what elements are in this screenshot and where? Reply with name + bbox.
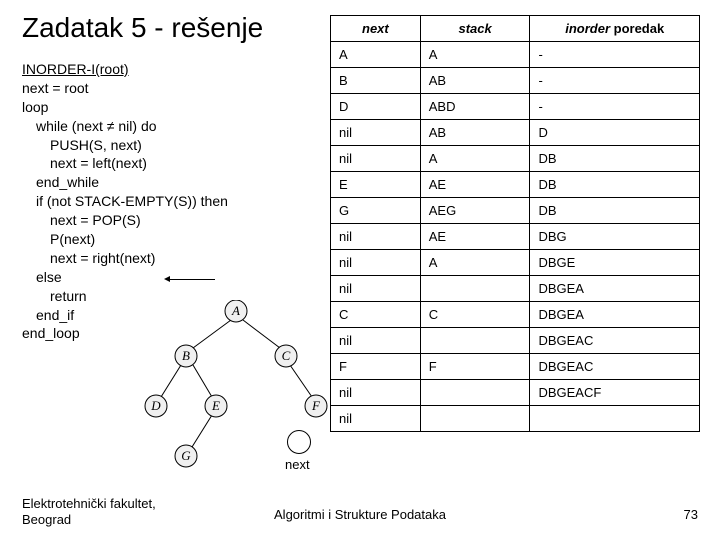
table-cell: DB: [530, 172, 700, 198]
table-header: stack: [420, 16, 530, 42]
footer-institution: Elektrotehnički fakultet, Beograd: [22, 496, 156, 529]
table-cell: nil: [331, 276, 421, 302]
code-line: loop: [22, 98, 228, 117]
footer-course: Algoritmi i Strukture Podataka: [274, 507, 446, 522]
table-row: nil DBGEA: [331, 276, 700, 302]
svg-text:E: E: [211, 398, 220, 413]
table-cell: B: [331, 68, 421, 94]
table-row: FFDBGEAC: [331, 354, 700, 380]
table-cell: A: [331, 42, 421, 68]
table-cell: DBGEACF: [530, 380, 700, 406]
table-cell: AB: [420, 120, 530, 146]
svg-text:F: F: [311, 398, 321, 413]
table-cell: [420, 276, 530, 302]
table-cell: AB: [420, 68, 530, 94]
table-row: nilADB: [331, 146, 700, 172]
table-cell: D: [530, 120, 700, 146]
code-line: next = right(next): [22, 249, 228, 268]
code-line: P(next): [22, 230, 228, 249]
table-row: nilAEDBG: [331, 224, 700, 250]
code-line: INORDER-I(root): [22, 60, 228, 79]
table-row: BAB-: [331, 68, 700, 94]
table-cell: AE: [420, 224, 530, 250]
table-cell: F: [420, 354, 530, 380]
table-row: AA-: [331, 42, 700, 68]
table-cell: nil: [331, 120, 421, 146]
table-row: EAEDB: [331, 172, 700, 198]
table-row: nilABD: [331, 120, 700, 146]
next-pointer-circle: [287, 430, 311, 454]
table-cell: DBG: [530, 224, 700, 250]
table-cell: nil: [331, 250, 421, 276]
table-cell: D: [331, 94, 421, 120]
slide-title: Zadatak 5 - rešenje: [22, 12, 263, 44]
table-cell: DBGE: [530, 250, 700, 276]
table-row: nilADBGE: [331, 250, 700, 276]
table-cell: -: [530, 42, 700, 68]
footer-line1: Elektrotehnički fakultet,: [22, 496, 156, 511]
table-cell: nil: [331, 224, 421, 250]
table-cell: A: [420, 250, 530, 276]
table-cell: -: [530, 94, 700, 120]
table-cell: C: [420, 302, 530, 328]
table-cell: DBGEAC: [530, 328, 700, 354]
table-cell: ABD: [420, 94, 530, 120]
table-cell: A: [420, 146, 530, 172]
svg-text:B: B: [182, 348, 190, 363]
table-row: nil: [331, 406, 700, 432]
table-cell: E: [331, 172, 421, 198]
table-cell: [420, 328, 530, 354]
table-cell: nil: [331, 380, 421, 406]
table-cell: [530, 406, 700, 432]
svg-text:D: D: [150, 398, 161, 413]
code-line: next = POP(S): [22, 211, 228, 230]
table-cell: DB: [530, 146, 700, 172]
code-line: next = root: [22, 79, 228, 98]
table-cell: DBGEA: [530, 276, 700, 302]
table-cell: A: [420, 42, 530, 68]
code-line: end_while: [22, 173, 228, 192]
table-row: CCDBGEA: [331, 302, 700, 328]
table-cell: C: [331, 302, 421, 328]
table-cell: nil: [331, 328, 421, 354]
table-cell: F: [331, 354, 421, 380]
table-row: DABD-: [331, 94, 700, 120]
next-pointer-label: next: [285, 457, 310, 472]
table-row: nil DBGEAC: [331, 328, 700, 354]
arrow-icon: [170, 279, 215, 280]
table-cell: AE: [420, 172, 530, 198]
footer-line2: Beograd: [22, 512, 71, 527]
table-row: GAEGDB: [331, 198, 700, 224]
trace-table: nextstackinorder poredakAA-BAB-DABD-nilA…: [330, 15, 700, 432]
table-header: inorder poredak: [530, 16, 700, 42]
table-header: next: [331, 16, 421, 42]
table-cell: -: [530, 68, 700, 94]
table-cell: [420, 380, 530, 406]
page-number: 73: [684, 507, 698, 522]
table-cell: nil: [331, 146, 421, 172]
code-line: if (not STACK-EMPTY(S)) then: [22, 192, 228, 211]
table-cell: nil: [331, 406, 421, 432]
table-cell: DBGEA: [530, 302, 700, 328]
table-cell: [420, 406, 530, 432]
table-cell: G: [331, 198, 421, 224]
svg-text:A: A: [231, 303, 240, 318]
code-line: next = left(next): [22, 154, 228, 173]
code-line: else: [22, 268, 228, 287]
svg-text:C: C: [282, 348, 291, 363]
code-line: PUSH(S, next): [22, 136, 228, 155]
table-cell: DBGEAC: [530, 354, 700, 380]
table-row: nil DBGEACF: [331, 380, 700, 406]
svg-text:G: G: [181, 448, 191, 463]
table-cell: AEG: [420, 198, 530, 224]
table-cell: DB: [530, 198, 700, 224]
code-line: while (next ≠ nil) do: [22, 117, 228, 136]
